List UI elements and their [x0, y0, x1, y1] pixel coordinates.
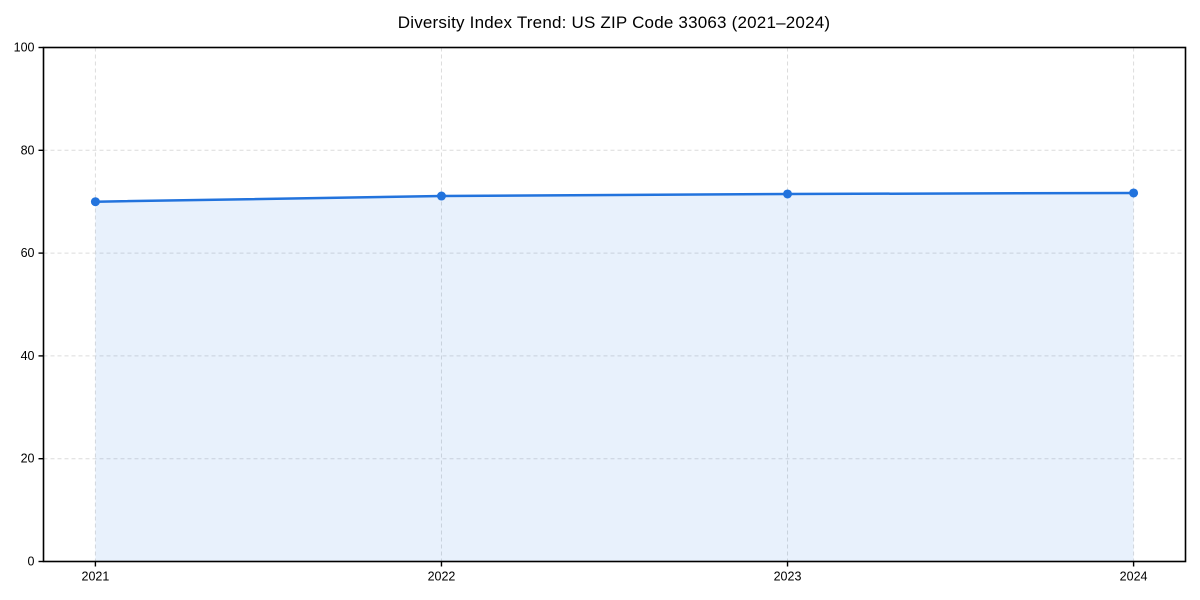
y-tick-label: 60 [21, 246, 35, 260]
x-tick-label: 2022 [428, 569, 456, 583]
data-point-marker [1129, 188, 1139, 198]
chart-title: Diversity Index Trend: US ZIP Code 33063… [397, 13, 831, 32]
y-tick-label: 40 [21, 349, 35, 363]
plot-border [42, 46, 1187, 563]
trend-line [94, 191, 1135, 203]
y-tick-label: 80 [21, 143, 35, 157]
y-tick-label: 0 [28, 555, 35, 569]
x-tick-label: 2023 [774, 569, 802, 583]
data-point-marker [90, 197, 100, 207]
x-tick-label: 2021 [82, 569, 110, 583]
y-tick-label: 20 [21, 452, 35, 466]
y-tick-label: 100 [14, 41, 35, 55]
area-fill [95, 192, 1134, 562]
data-point-marker [436, 191, 446, 201]
x-tick-label: 2024 [1120, 569, 1148, 583]
data-point-marker [783, 189, 793, 199]
